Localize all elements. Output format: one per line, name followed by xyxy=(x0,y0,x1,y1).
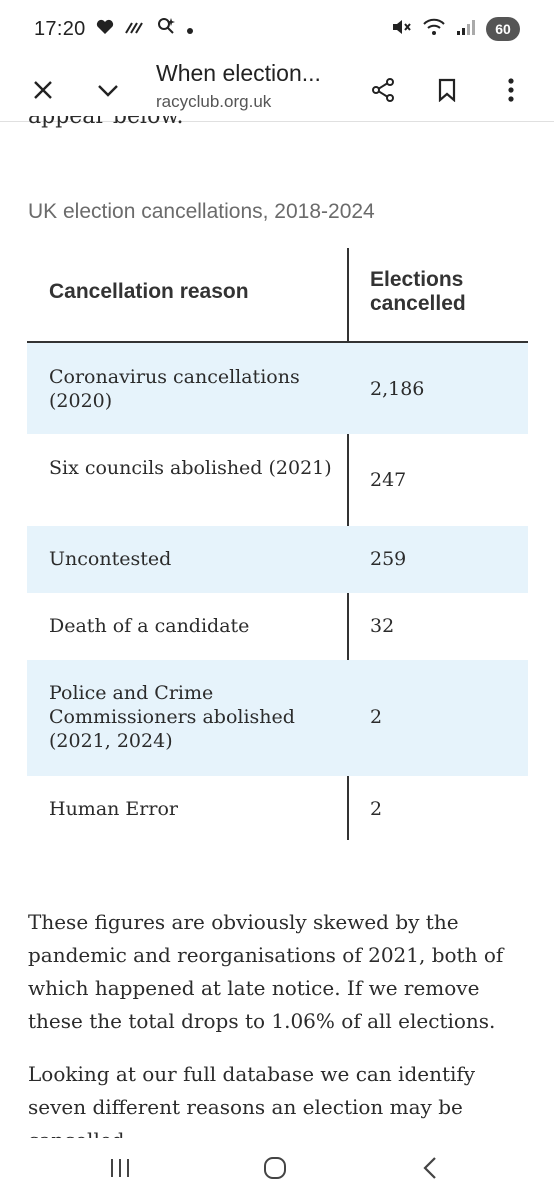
status-time: 17:20 xyxy=(34,17,86,40)
table-row: Six councils abolished (2021) 247 xyxy=(27,434,528,526)
cell-reason: Human Error xyxy=(49,798,178,820)
cell-reason: Six councils abolished (2021) xyxy=(49,457,332,479)
status-bar: 17:20 60 xyxy=(0,0,554,58)
table-row: Uncontested 259 xyxy=(27,526,528,593)
signal-slash-icon xyxy=(124,18,146,41)
home-icon[interactable] xyxy=(253,1150,297,1186)
chevron-down-icon[interactable] xyxy=(86,68,130,112)
share-icon[interactable] xyxy=(361,68,405,112)
back-icon[interactable] xyxy=(408,1150,452,1186)
system-nav-bar xyxy=(0,1138,554,1200)
more-vert-icon[interactable] xyxy=(489,68,533,112)
cell-count: 2 xyxy=(370,706,383,728)
close-icon[interactable] xyxy=(21,68,65,112)
header-reason: Cancellation reason xyxy=(49,280,249,303)
cell-reason: Death of a candidate xyxy=(49,615,250,637)
recents-icon[interactable] xyxy=(98,1150,142,1186)
bookmark-icon[interactable] xyxy=(425,68,469,112)
table-row: Death of a candidate 32 xyxy=(27,593,528,660)
cell-count: 2,186 xyxy=(370,378,425,400)
header-count: Elections cancelled xyxy=(370,268,466,315)
status-left: 17:20 xyxy=(34,16,194,42)
paragraph-1: These figures are obviously skewed by th… xyxy=(28,910,504,1033)
mute-icon xyxy=(390,17,412,42)
table-row: Police and Crime Commissioners abolished… xyxy=(27,660,528,776)
dot-icon xyxy=(186,18,194,41)
cell-count: 32 xyxy=(370,615,395,637)
cancellations-table: Cancellation reason Elections cancelled … xyxy=(27,248,528,842)
paragraph-2-text: Looking at our full database we can iden… xyxy=(28,1062,476,1138)
table-row: Coronavirus cancellations (2020) 2,186 xyxy=(27,343,528,434)
page-title[interactable]: When election... xyxy=(156,60,321,86)
wifi-icon xyxy=(422,17,446,42)
cell-reason: Coronavirus cancellations (2020) xyxy=(49,366,300,412)
table-row: Human Error 2 xyxy=(27,776,528,842)
table-header: Cancellation reason Elections cancelled xyxy=(27,248,528,343)
page-url[interactable]: racyclub.org.uk xyxy=(156,92,272,111)
clipped-text: appear below. xyxy=(28,104,184,129)
cell-reason: Uncontested xyxy=(49,548,172,570)
search-sparkle-icon xyxy=(156,16,176,42)
heart-icon xyxy=(96,18,114,41)
browser-toolbar: When election... racyclub.org.uk xyxy=(0,58,554,122)
status-right: 60 xyxy=(390,17,520,42)
table-caption: UK election cancellations, 2018-2024 xyxy=(28,200,375,223)
cell-count: 2 xyxy=(370,798,383,820)
paragraph-2: Looking at our full database we can iden… xyxy=(28,1058,528,1138)
cell-signal-icon xyxy=(456,18,476,41)
cell-reason: Police and Crime Commissioners abolished… xyxy=(49,682,295,752)
battery-indicator: 60 xyxy=(486,17,520,41)
cell-count: 259 xyxy=(370,548,407,570)
cell-count: 247 xyxy=(370,469,407,491)
